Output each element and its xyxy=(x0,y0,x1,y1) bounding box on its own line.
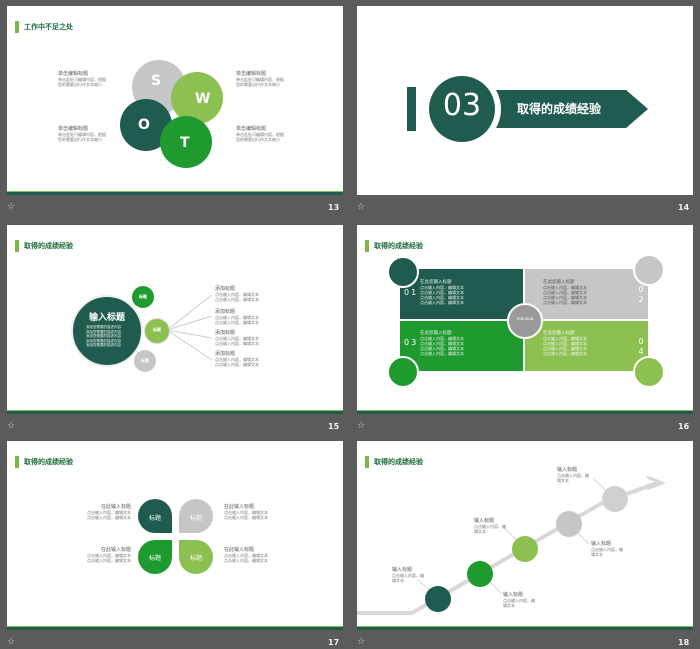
item-text-3: 添加标题 点击输入内容，编辑文本 点击输入内容，编辑文本 xyxy=(215,330,259,347)
slide-title: 取得的成绩经验 xyxy=(15,455,73,469)
petal-text-4: 在此输入标题 点击输入内容，编辑文本 点击输入内容，编辑文本 xyxy=(224,547,268,564)
page-number: 16 xyxy=(678,422,690,431)
quad-num-1: 01 xyxy=(404,288,419,297)
swot-t-letter: T xyxy=(180,135,190,151)
page-number: 13 xyxy=(328,203,340,212)
petal-text-2: 在此输入标题 点击输入内容，编辑文本 点击输入内容，编辑文本 xyxy=(224,504,268,521)
item-text-2: 添加标题 点击输入内容，编辑文本 点击输入内容，编辑文本 xyxy=(215,309,259,326)
step-text-5: 输入标题 点击输入内容，编 辑文本 xyxy=(557,467,589,484)
main-title: 输入标题 xyxy=(88,313,125,323)
swot-text-1: 单击编辑标题 单击此处可编辑内容，根据 您的需要自行作文本缩小 xyxy=(58,71,106,88)
step-circle-2 xyxy=(467,561,493,587)
quad-num-4: 04 xyxy=(638,337,644,356)
petal-label-4: 标题 xyxy=(189,555,202,562)
item-text-4: 添加标题 点击输入内容，编辑文本 点击输入内容，编辑文本 xyxy=(215,351,259,368)
slide-title: 取得的成绩经验 xyxy=(365,455,423,469)
swot-s-letter: S xyxy=(151,73,162,89)
swot-t-circle xyxy=(160,116,212,168)
step-text-4: 输入标题 点击输入内容，编 辑文本 xyxy=(591,541,623,558)
step-text-2: 输入标题 点击输入内容，编 辑文本 xyxy=(503,592,535,609)
petal-3 xyxy=(138,540,172,574)
left-bracket xyxy=(407,87,416,131)
swot-text-2: 单击编辑标题 单击此处可编辑内容，根据 您的需要自行作文本缩小 xyxy=(236,71,284,88)
swot-w-letter: W xyxy=(195,91,211,107)
quad-1 xyxy=(400,269,523,319)
quad-2 xyxy=(525,269,648,319)
quad-text-3: 在此您输入标题 点击输入内容，编辑文本 点击输入内容，编辑文本 点击输入内容，编辑文本… xyxy=(420,331,464,356)
star-icon: ☆ xyxy=(7,202,16,212)
quad-4 xyxy=(525,321,648,371)
star-icon: ☆ xyxy=(7,637,16,647)
slide-18[interactable]: 取得的成绩经验 输入标题 点击输入内容，编 辑文本 输入标题 点击输入内容，编 辑文本 … xyxy=(357,441,693,630)
step-text-3: 输入标题 点击输入内容，编 辑文本 xyxy=(474,518,506,535)
star-icon: ☆ xyxy=(357,202,366,212)
topic-circle-2 xyxy=(144,318,170,344)
petal-label-1: 标题 xyxy=(148,515,161,522)
section-title: 取得的成绩经验 xyxy=(517,102,602,116)
step-circle-4 xyxy=(556,511,582,537)
corner-circle-1 xyxy=(387,256,419,288)
corner-circle-2 xyxy=(633,254,665,286)
center-circle xyxy=(507,303,543,339)
swot-w-circle xyxy=(171,72,223,124)
petal-label-3: 标题 xyxy=(148,555,161,562)
corner-circle-4 xyxy=(633,356,665,388)
petal-1 xyxy=(138,499,172,533)
star-icon: ☆ xyxy=(357,637,366,647)
main-circle xyxy=(71,295,143,367)
quad-num-2: 02 xyxy=(638,285,644,304)
main-body: 添加您需要的描述内容 添加您需要的描述内容 添加您需要的描述内容 添加您需要的描述内容… xyxy=(86,325,121,347)
step-text-1: 输入标题 点击输入内容，编 辑文本 xyxy=(392,567,424,584)
topic-label-2: 标题 xyxy=(153,327,161,332)
step-circle-3 xyxy=(512,536,538,562)
connector-lines xyxy=(131,294,213,368)
slide-16[interactable]: 取得的成绩经验 MINGSAN 01 02 03 04 在此您输入标题 点击输入内… xyxy=(357,225,693,414)
slide-14[interactable]: 03 取得的成绩经验 xyxy=(357,6,693,195)
swot-o-letter: O xyxy=(138,117,150,133)
quad-text-4: 在此您输入标题 点击输入内容，编辑文本 点击输入内容，编辑文本 点击输入内容，编辑文本… xyxy=(543,331,587,356)
slide-13[interactable]: 工作中不足之处 S W O T 单击编辑标题 单击此处可编辑内容，根据 您的需要自行… xyxy=(7,6,343,195)
slide-title: 取得的成绩经验 xyxy=(15,239,73,253)
section-circle xyxy=(429,76,495,142)
petal-label-2: 标题 xyxy=(189,515,202,522)
quad-3 xyxy=(400,321,523,371)
topic-label-3: 标题 xyxy=(141,358,149,363)
topic-circle-3 xyxy=(134,350,156,372)
quad-text-1: 在此您输入标题 点击输入内容，编辑文本 点击输入内容，编辑文本 点击输入内容，编辑文本… xyxy=(420,280,464,305)
step-circle-1 xyxy=(425,586,451,612)
slide-title: 取得的成绩经验 xyxy=(365,239,423,253)
page-number: 17 xyxy=(328,638,340,647)
corner-circle-3 xyxy=(387,356,419,388)
slide-15[interactable]: 取得的成绩经验 输入标题 添加您需要的描述内容 添加您需要的描述内容 添加您需要的描… xyxy=(7,225,343,414)
swot-text-4: 单击编辑标题 单击此处可编辑内容，根据 您的需要自行作文本缩小 xyxy=(236,126,284,143)
petal-4 xyxy=(179,540,213,574)
page-number: 15 xyxy=(328,422,340,431)
petal-text-3: 在此输入标题 点击输入内容，编辑文本 点击输入内容，编辑文本 xyxy=(87,547,131,564)
quad-text-2: 在此您输入标题 点击输入内容，编辑文本 点击输入内容，编辑文本 点击输入内容，编辑文本… xyxy=(543,280,587,305)
petal-text-1: 在此输入标题 点击输入内容，编辑文本 点击输入内容，编辑文本 xyxy=(87,504,131,521)
topic-circle-1 xyxy=(132,286,154,308)
step-circle-5 xyxy=(602,486,628,512)
slide-17[interactable]: 取得的成绩经验 标题 标题 标题 标题 在此输入标题 点击输入内容，编辑文本 点击输… xyxy=(7,441,343,630)
quad-num-3: 03 xyxy=(404,338,419,347)
center-label: MINGSAN xyxy=(516,317,534,321)
petal-2 xyxy=(179,499,213,533)
star-icon: ☆ xyxy=(7,421,16,431)
item-text-1: 添加标题 点击输入内容，编辑文本 点击输入内容，编辑文本 xyxy=(215,286,259,303)
page-number: 18 xyxy=(678,638,690,647)
swot-text-3: 单击编辑标题 单击此处可编辑内容，根据 您的需要自行作文本缩小 xyxy=(58,126,106,143)
topic-label-1: 标题 xyxy=(139,294,147,299)
slide-title: 工作中不足之处 xyxy=(15,20,73,34)
page-number: 14 xyxy=(678,203,690,212)
star-icon: ☆ xyxy=(357,421,366,431)
section-number: 03 xyxy=(442,88,482,123)
